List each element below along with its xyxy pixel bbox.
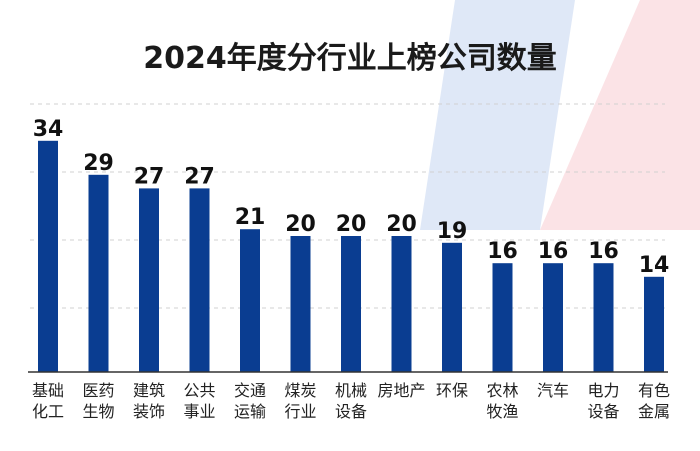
- value-label-9: 19: [437, 219, 468, 244]
- value-label-6: 20: [285, 212, 316, 237]
- value-label-8: 20: [386, 212, 417, 237]
- deco-shape-blue: [420, 0, 575, 230]
- bar-10: [492, 263, 513, 372]
- bar-13: [644, 276, 664, 372]
- value-label-7: 20: [336, 212, 367, 237]
- category-label-1: 基础化工: [32, 381, 64, 421]
- category-label-9: 环保: [436, 381, 468, 400]
- bar-8: [391, 236, 412, 372]
- value-label-4: 27: [184, 164, 215, 189]
- value-labels: 34 29 27 27 21 20 20 20 19 16 16 16 14: [33, 117, 670, 278]
- category-label-8: 房地产: [377, 381, 425, 400]
- category-label-2: 医药生物: [82, 381, 114, 421]
- bar-7: [341, 236, 361, 372]
- bar-3: [139, 188, 159, 372]
- value-label-3: 27: [134, 164, 165, 189]
- category-label-5: 交通运输: [234, 381, 266, 421]
- bar-1: [38, 140, 58, 372]
- bar-12: [593, 263, 614, 372]
- category-label-10: 农林牧渔: [486, 381, 518, 421]
- category-label-11: 汽车: [537, 381, 569, 400]
- value-label-11: 16: [538, 239, 569, 264]
- category-label-7: 机械设备: [335, 381, 367, 421]
- value-label-1: 34: [33, 117, 64, 142]
- category-label-3: 建筑装饰: [133, 381, 165, 421]
- category-label-6: 煤炭行业: [284, 381, 316, 421]
- bar-5: [240, 229, 260, 372]
- deco-shape-red: [540, 0, 700, 230]
- bar-11: [543, 263, 563, 372]
- background-decoration: [420, 0, 700, 230]
- value-label-12: 16: [588, 239, 619, 264]
- category-labels: 基础化工医药生物建筑装饰公共事业交通运输煤炭行业机械设备房地产 环保 农林牧渔汽车电…: [32, 381, 670, 421]
- value-label-13: 14: [639, 253, 670, 278]
- category-label-13: 有色金属: [638, 381, 670, 421]
- bar-9: [442, 242, 462, 372]
- bars: [38, 140, 664, 372]
- value-label-5: 21: [235, 205, 266, 230]
- bar-2: [88, 174, 109, 372]
- value-label-10: 16: [487, 239, 518, 264]
- category-label-4: 公共事业: [183, 381, 215, 421]
- chart-title: 2024年度分行业上榜公司数量: [143, 41, 557, 76]
- bar-6: [290, 236, 311, 372]
- value-label-2: 29: [83, 151, 114, 176]
- category-label-12: 电力设备: [587, 381, 619, 421]
- bar-4: [189, 188, 210, 372]
